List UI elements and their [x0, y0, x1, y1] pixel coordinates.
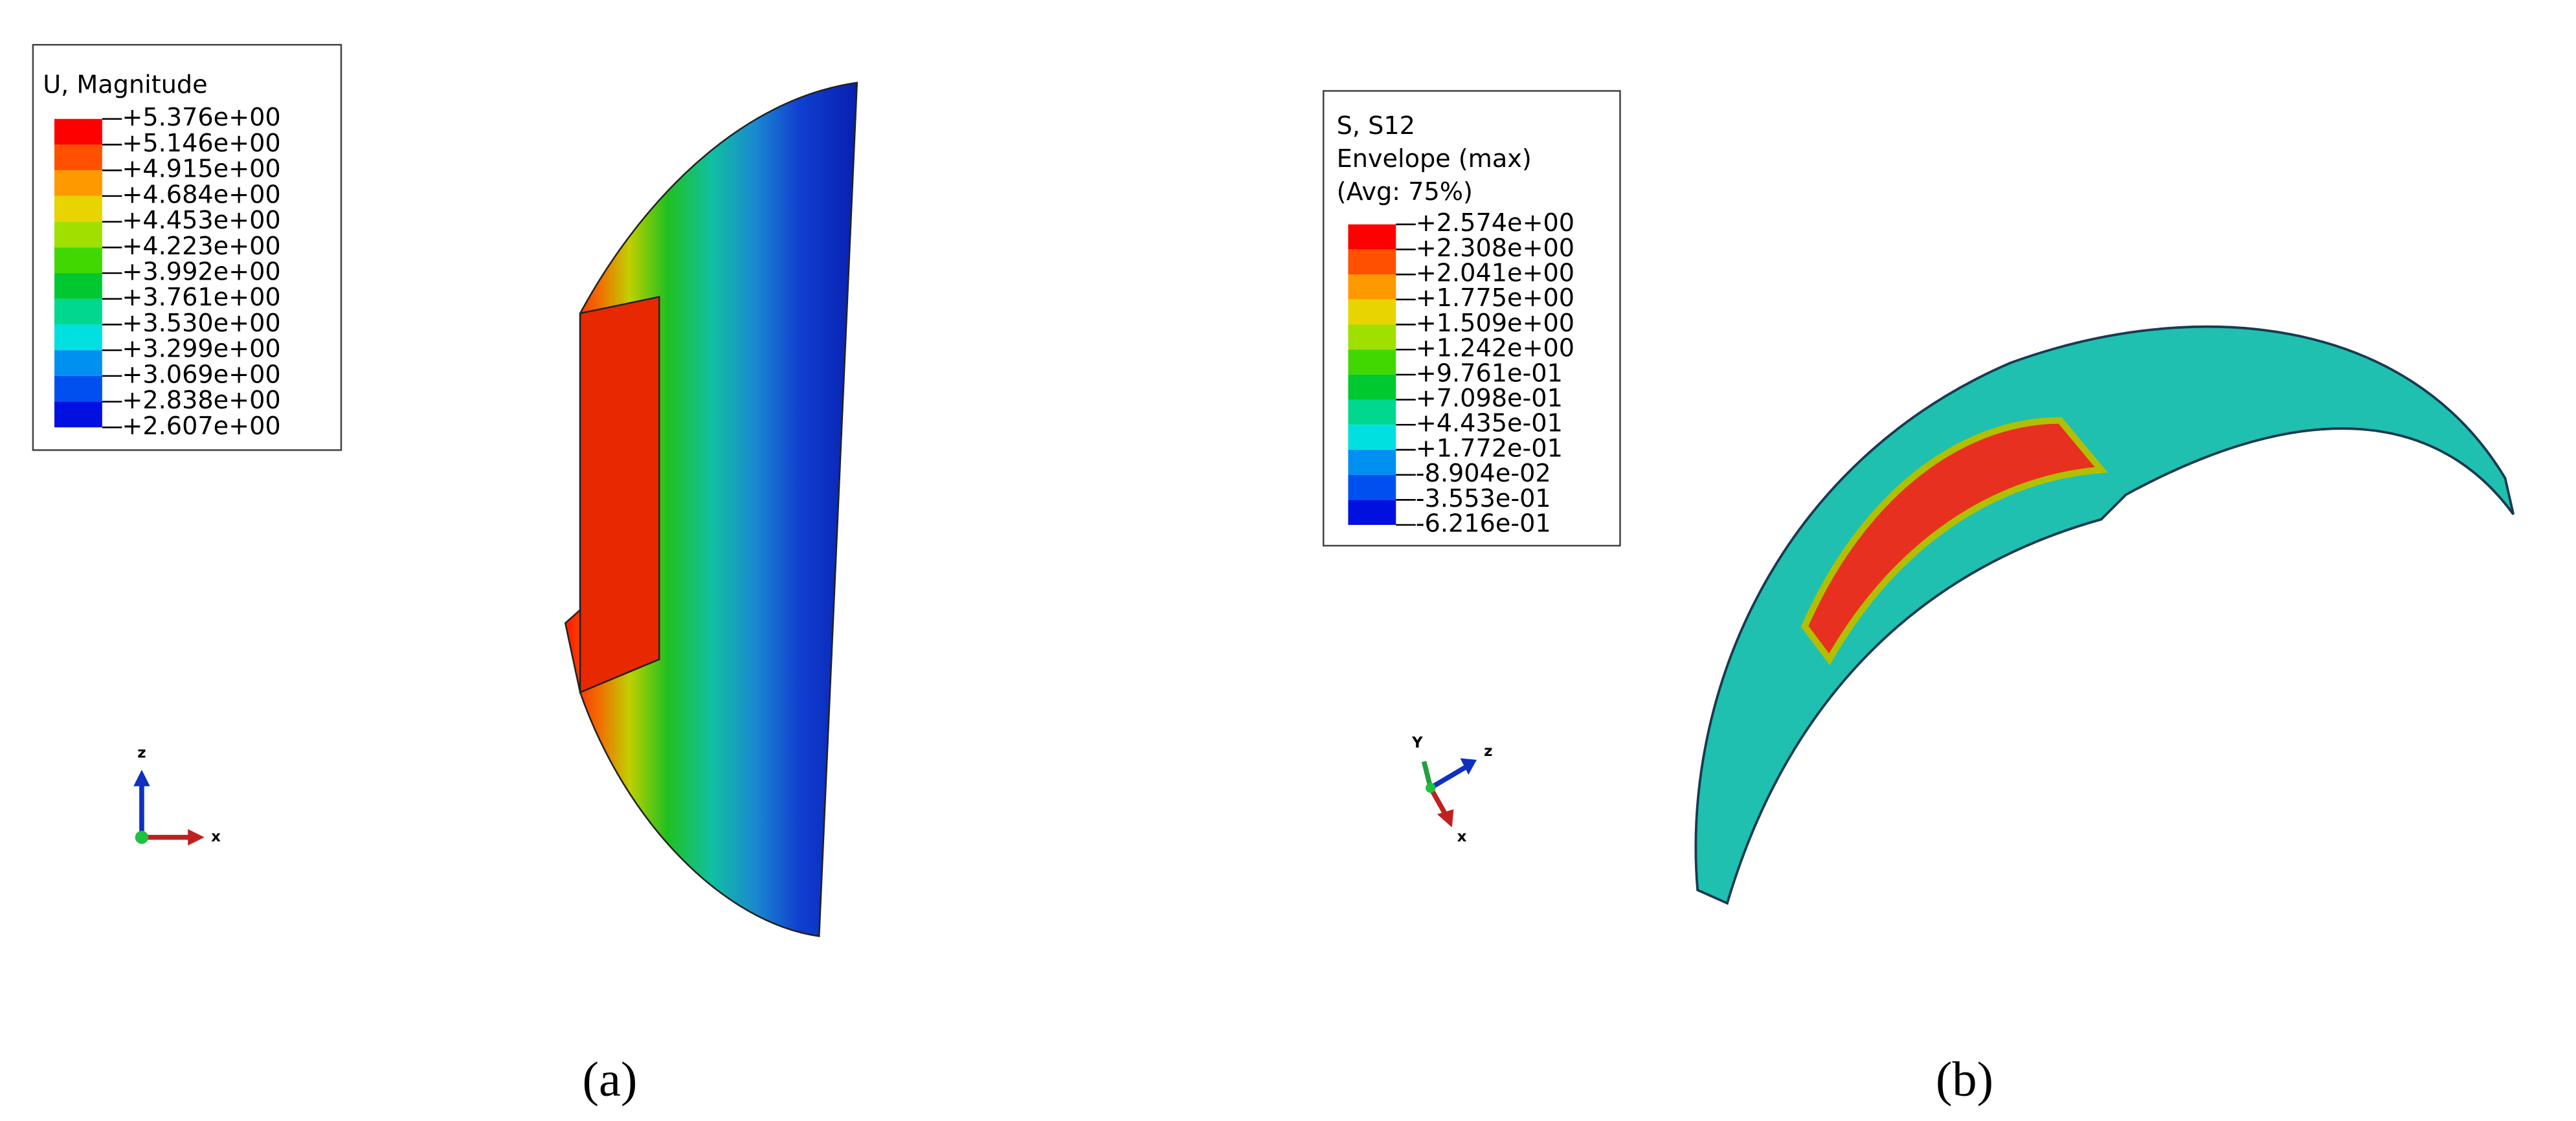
- color-band: [54, 375, 102, 402]
- color-band: [1348, 449, 1396, 475]
- legend-label: +2.041e+00: [1416, 260, 1574, 288]
- color-band: [1348, 500, 1396, 526]
- color-band: [1348, 399, 1396, 425]
- triad-b: [1421, 758, 1477, 828]
- legend-label: +4.453e+00: [122, 206, 280, 235]
- color-band: [1348, 374, 1396, 400]
- color-band: [1348, 474, 1396, 500]
- legend-title: U, Magnitude: [43, 71, 207, 99]
- legend-label: +1.772e-01: [1416, 434, 1563, 463]
- legend-label: +1.242e+00: [1416, 335, 1574, 363]
- color-band: [54, 298, 102, 325]
- legend-label: +5.376e+00: [122, 104, 280, 132]
- legend-label: +9.761e-01: [1416, 359, 1563, 388]
- legend-label: +3.992e+00: [122, 258, 280, 287]
- legend-label: -8.904e-02: [1416, 460, 1551, 488]
- color-band: [54, 170, 102, 196]
- axis-label: x: [211, 828, 221, 845]
- triad-a: [133, 770, 205, 846]
- legend-label: +2.607e+00: [122, 412, 280, 441]
- legend-title: Envelope (max): [1337, 145, 1532, 173]
- legend-label: +7.098e-01: [1416, 384, 1563, 413]
- color-band: [1348, 299, 1396, 325]
- legend-label: +4.684e+00: [122, 181, 280, 209]
- color-band: [54, 350, 102, 376]
- caption: (b): [1936, 1052, 1993, 1107]
- color-band: [54, 273, 102, 299]
- color-band: [1348, 274, 1396, 300]
- color-band: [54, 144, 102, 171]
- color-band: [1348, 350, 1396, 375]
- legend-label: +4.223e+00: [122, 232, 280, 261]
- color-band: [54, 195, 102, 222]
- legend-label: +2.838e+00: [122, 386, 280, 415]
- legend-title: (Avg: 75%): [1337, 178, 1473, 206]
- legend-label: +5.146e+00: [122, 129, 280, 158]
- color-band: [54, 118, 102, 145]
- legend-label: +3.530e+00: [122, 309, 280, 338]
- model-a: [564, 82, 858, 937]
- model-b: [1694, 325, 2515, 905]
- color-band: [54, 221, 102, 248]
- legend-label: +1.775e+00: [1416, 284, 1574, 313]
- color-band: [1348, 249, 1396, 275]
- color-band: [1348, 425, 1396, 450]
- legend-title: S, S12: [1337, 112, 1415, 140]
- axis-label: Y: [1411, 735, 1423, 751]
- axis-label: z: [137, 744, 146, 761]
- color-band: [54, 401, 102, 428]
- legend-label: +4.915e+00: [122, 155, 280, 184]
- legend-label: +2.574e+00: [1416, 209, 1574, 238]
- caption: (a): [583, 1052, 638, 1107]
- legend-label: -3.553e-01: [1416, 485, 1551, 513]
- axis-label: x: [1457, 828, 1467, 845]
- color-band: [54, 324, 102, 351]
- color-band: [54, 247, 102, 274]
- legend-label: +3.299e+00: [122, 335, 280, 364]
- legend-label: +3.069e+00: [122, 361, 280, 389]
- legend-label: +2.308e+00: [1416, 234, 1574, 263]
- legend-label: -6.216e-01: [1416, 510, 1551, 538]
- legend-label: +1.509e+00: [1416, 309, 1574, 338]
- legend-label: +3.761e+00: [122, 283, 280, 312]
- color-band: [1348, 224, 1396, 250]
- color-band: [1348, 324, 1396, 350]
- axis-label: z: [1484, 743, 1492, 760]
- legend-label: +4.435e-01: [1416, 410, 1563, 438]
